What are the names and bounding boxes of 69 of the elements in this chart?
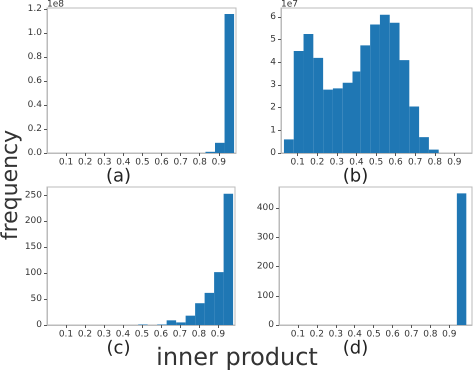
x-tick-label: 0.7 bbox=[173, 158, 188, 168]
y-tick-label: 0.8 bbox=[28, 52, 42, 62]
text: (a) bbox=[106, 166, 132, 186]
text: (b) bbox=[342, 166, 368, 186]
x-tick-label: 0.2 bbox=[78, 330, 92, 340]
y-tick-label: 400 bbox=[256, 203, 274, 214]
x-tick-label: 0.6 bbox=[385, 330, 400, 340]
y-tick-label: 0 bbox=[270, 148, 276, 158]
x-tick-label: 0.8 bbox=[192, 330, 206, 340]
x-tick-label: 0.1 bbox=[58, 158, 74, 168]
y-tick-label: 100 bbox=[24, 268, 42, 278]
x-tick-label: 0.8 bbox=[423, 330, 438, 340]
y-axis-title: frequency bbox=[0, 128, 24, 242]
y-tick-label: 1.0 bbox=[28, 28, 42, 38]
y-tick-label: 300 bbox=[256, 232, 274, 242]
y-tick-label: 4 bbox=[270, 57, 276, 68]
y-tick-label: 0.4 bbox=[28, 100, 42, 110]
x-tick-label: 0.8 bbox=[192, 158, 208, 168]
y-tick-label: 0.2 bbox=[28, 124, 42, 134]
x-tick-label: 0.7 bbox=[408, 158, 422, 168]
y-tick-label: 150 bbox=[24, 242, 42, 252]
x-tick-label: 0.1 bbox=[58, 330, 74, 340]
x-tick-label: 0.9 bbox=[442, 330, 457, 340]
x-tick-label: 0.9 bbox=[210, 330, 226, 340]
annotation: 1e7 bbox=[281, 0, 298, 10]
x-tick-label: 0.9 bbox=[212, 158, 226, 168]
y-tick-label: 1 bbox=[270, 125, 276, 136]
x-tick-label: 0.5 bbox=[366, 330, 381, 340]
x-tick-label: 0.9 bbox=[447, 158, 462, 168]
x-tick-label: 0.3 bbox=[330, 158, 344, 168]
y-tick-label: 6 bbox=[270, 12, 276, 22]
x-tick-label: 0.4 bbox=[116, 158, 131, 168]
y-tick-label: 2 bbox=[270, 102, 276, 113]
x-tick-label: 0.4 bbox=[348, 330, 362, 340]
x-tick-label: 0.8 bbox=[428, 158, 442, 168]
x-tick-label: 0.2 bbox=[310, 158, 324, 168]
x-tick-label: 0.7 bbox=[404, 330, 419, 340]
y-tick-label: 0 bbox=[36, 320, 42, 330]
y-tick-label: 50 bbox=[30, 294, 42, 304]
x-tick-label: 0.1 bbox=[290, 158, 305, 168]
x-tick-label: 0.5 bbox=[135, 158, 150, 168]
y-tick-label: 200 bbox=[256, 262, 274, 272]
y-tick-label: 100 bbox=[256, 290, 274, 301]
x-tick-label: 0.4 bbox=[349, 158, 364, 168]
x-tick-label: 0.3 bbox=[328, 330, 343, 340]
y-tick-label: 0 bbox=[268, 320, 274, 330]
x-tick-label: 0.2 bbox=[310, 330, 324, 340]
annotation: 1e8 bbox=[47, 0, 64, 10]
y-tick-label: 1.2 bbox=[28, 4, 42, 14]
text: (d) bbox=[342, 338, 368, 358]
x-tick-label: 0.6 bbox=[154, 158, 169, 168]
x-tick-label: 0.1 bbox=[290, 330, 306, 340]
x-tick-label: 0.3 bbox=[97, 158, 112, 168]
x-tick-label: 0.7 bbox=[172, 330, 188, 340]
x-tick-label: 0.5 bbox=[368, 158, 384, 168]
x-tick-label: 0.5 bbox=[134, 330, 150, 340]
y-tick-label: 250 bbox=[24, 190, 42, 200]
y-tick-label: 3 bbox=[270, 80, 276, 90]
x-tick-label: 0.6 bbox=[154, 330, 168, 340]
y-tick-label: 200 bbox=[24, 216, 42, 226]
x-tick-label: 0.3 bbox=[96, 330, 112, 340]
x-tick-label: 0.2 bbox=[78, 158, 92, 168]
x-tick-label: 0.6 bbox=[388, 158, 404, 168]
x-tick-label: 0.4 bbox=[116, 330, 130, 340]
y-tick-label: 0.0 bbox=[28, 148, 42, 158]
y-tick-label: 0.6 bbox=[28, 76, 42, 86]
y-tick-label: 5 bbox=[270, 34, 276, 45]
x-axis-title: inner product bbox=[155, 342, 319, 372]
text: (c) bbox=[106, 338, 130, 358]
